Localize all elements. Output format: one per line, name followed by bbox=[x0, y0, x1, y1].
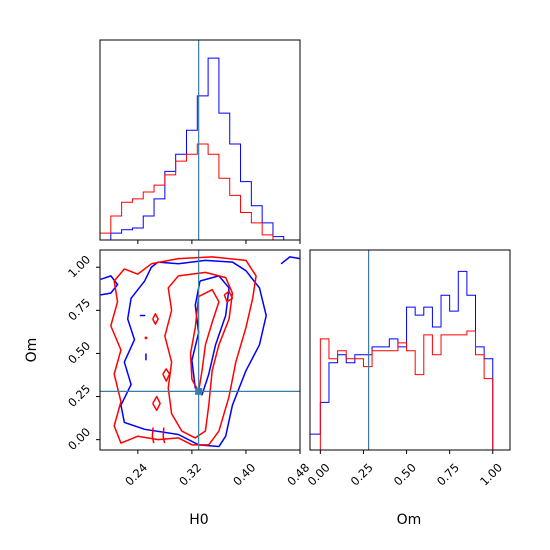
blue-contour bbox=[191, 275, 230, 396]
om-hist-red-series bbox=[310, 330, 510, 451]
om-hist-blue-series bbox=[309, 270, 510, 451]
h0-hist-blue-series bbox=[100, 57, 295, 241]
red-contour bbox=[164, 271, 234, 439]
red-contour bbox=[189, 288, 220, 393]
red-contour bbox=[152, 313, 159, 325]
blue-contour bbox=[100, 275, 119, 296]
om-hist-tick-label: 0.00 bbox=[305, 460, 333, 488]
h0-tick-label: 0.24 bbox=[122, 460, 150, 488]
h0-axis-label: H0 bbox=[189, 512, 208, 528]
contour-frame bbox=[99, 249, 301, 451]
h0-histogram-panel bbox=[99, 39, 301, 244]
h0-tick-label: 0.32 bbox=[176, 460, 204, 488]
red-contour bbox=[162, 368, 171, 382]
om-tick-label: 0.50 bbox=[65, 339, 93, 367]
om-hist-tick-label: 0.75 bbox=[434, 460, 462, 488]
red-contour bbox=[223, 290, 234, 303]
contour-group bbox=[100, 256, 300, 448]
red-contour bbox=[162, 427, 166, 444]
om-hist-tick-label: 1.00 bbox=[477, 460, 505, 488]
om-hist-tick-label: 0.25 bbox=[348, 460, 376, 488]
om-tick-label: 0.75 bbox=[65, 296, 93, 324]
om-histogram-panel: 0.00 0.25 0.50 0.75 1.00 bbox=[305, 249, 511, 488]
h0-hist-red-series bbox=[99, 143, 295, 241]
truth-point-marker bbox=[195, 387, 203, 395]
om-hist-frame bbox=[309, 249, 511, 451]
om-hist-tick-label: 0.50 bbox=[391, 460, 419, 488]
om-axis-label-right: Om bbox=[397, 512, 422, 528]
om-tick-label: 0.25 bbox=[65, 382, 93, 410]
blue-contour bbox=[120, 259, 267, 448]
h0-hist-frame bbox=[99, 39, 301, 241]
om-tick-label: 0.00 bbox=[65, 425, 93, 453]
red-contour-dot bbox=[144, 336, 148, 340]
blue-contour bbox=[280, 256, 300, 265]
red-contour bbox=[152, 395, 161, 412]
red-contour bbox=[110, 256, 257, 446]
h0-om-contour-panel: 0.24 0.32 0.40 0.480.000.250.500.751.00 bbox=[65, 249, 312, 488]
om-tick-label: 1.00 bbox=[65, 252, 93, 280]
om-axis-label: Om bbox=[24, 338, 40, 363]
red-contour bbox=[151, 427, 155, 444]
h0-tick-label: 0.40 bbox=[230, 460, 258, 488]
